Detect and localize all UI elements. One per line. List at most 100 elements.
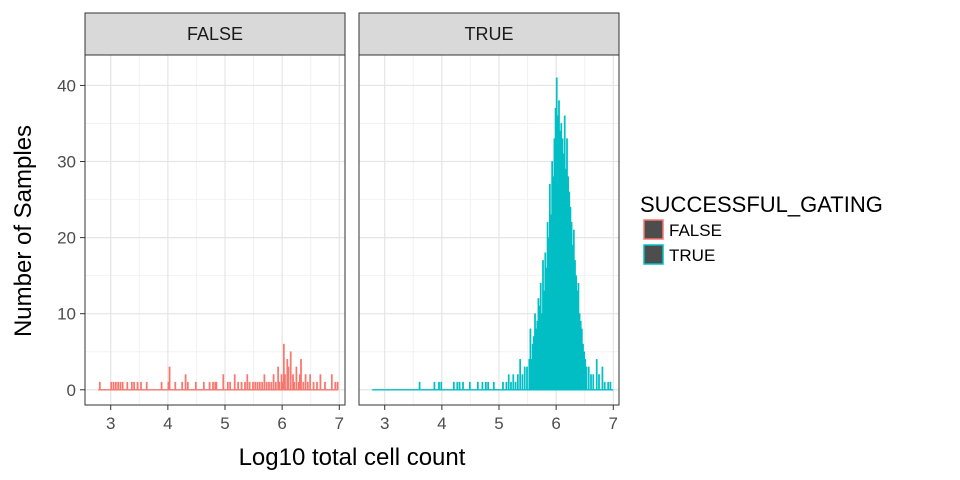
histogram-bar: [514, 381, 517, 391]
histogram-bar: [233, 374, 236, 391]
histogram-bar: [302, 381, 305, 391]
facet-strip: [358, 12, 620, 56]
histogram-bar: [168, 366, 171, 391]
histogram-bar: [309, 374, 312, 391]
histogram-bar: [256, 381, 259, 391]
y-tick-label: 30: [57, 153, 76, 172]
histogram-bar: [456, 381, 459, 391]
histogram-bar: [240, 381, 243, 391]
x-tick-label: 4: [163, 414, 172, 433]
histogram-bar: [304, 374, 307, 391]
histogram-bar: [334, 381, 337, 391]
histogram-bar: [130, 381, 133, 391]
histogram-bar: [186, 381, 189, 391]
histogram-bar: [590, 374, 592, 391]
histogram-bar: [265, 381, 268, 391]
histogram-bar: [121, 381, 124, 391]
histogram-bar: [184, 374, 187, 391]
histogram-bar: [330, 374, 333, 391]
histogram-bar: [319, 374, 322, 391]
x-tick-label: 7: [609, 414, 618, 433]
histogram-bar: [98, 381, 101, 391]
histogram-bar: [293, 381, 296, 391]
histogram-bar: [438, 381, 440, 391]
y-tick-label: 20: [57, 229, 76, 248]
histogram-bar: [603, 381, 606, 391]
histogram-bar: [316, 381, 318, 391]
facet-strip: [84, 12, 346, 56]
histogram-bar: [487, 381, 490, 391]
histogram-bar: [246, 374, 249, 391]
histogram-bar: [510, 381, 512, 391]
y-tick-label: 0: [67, 381, 76, 400]
histogram-bar: [258, 381, 261, 391]
histogram-bar: [160, 381, 163, 391]
histogram-bar: [312, 381, 315, 391]
histogram-bar: [507, 374, 510, 391]
histogram-bar: [324, 381, 326, 391]
histogram-bar: [284, 374, 286, 391]
plot-background: [85, 55, 345, 405]
histogram-bar: [300, 359, 302, 391]
legend-label-true: TRUE: [669, 246, 715, 265]
x-tick-label: 4: [437, 414, 446, 433]
histogram-bar: [136, 381, 139, 391]
histogram-bar: [484, 381, 487, 391]
histogram-bar: [268, 381, 270, 391]
y-tick-label: 10: [57, 305, 76, 324]
histogram-bar: [254, 381, 257, 391]
histogram-bar: [476, 381, 479, 391]
y-tick-label: 40: [57, 76, 76, 95]
histogram-bar: [263, 374, 266, 391]
histogram-bar: [601, 366, 604, 391]
histogram-bar: [261, 381, 264, 391]
x-tick-label: 6: [551, 414, 560, 433]
histogram-bar: [418, 381, 421, 391]
histogram-bar: [295, 366, 298, 391]
histogram-bar: [272, 374, 275, 391]
histogram-bar: [226, 381, 229, 391]
panel-false: FALSE 3 4 5 6 7: [84, 12, 346, 433]
x-tick-label: 5: [220, 414, 229, 433]
histogram-bar: [492, 381, 495, 391]
histogram-bar: [202, 381, 205, 391]
y-axis-title: Number of Samples: [10, 125, 37, 337]
histogram-bar: [609, 381, 612, 391]
facet-strip-label: FALSE: [187, 24, 243, 44]
histogram-bar: [114, 381, 117, 391]
y-axis: 0 10 20 30 40: [57, 76, 85, 400]
histogram-bar: [519, 359, 522, 391]
histogram-bar: [587, 366, 590, 391]
histogram-bar: [521, 374, 524, 391]
panel-true: TRUE 3 4 5 6 7: [358, 12, 620, 433]
histogram-bar: [523, 366, 526, 391]
histogram-bar: [252, 381, 254, 391]
histogram-bar: [598, 374, 600, 391]
histogram-bar: [595, 359, 598, 391]
histogram-bar: [481, 381, 484, 391]
histogram-bar: [440, 381, 443, 391]
facet-strip-label: TRUE: [465, 24, 514, 44]
x-tick-label: 3: [106, 414, 115, 433]
histogram-bar: [277, 366, 280, 391]
histogram-bar: [452, 381, 455, 391]
histogram-bar: [306, 381, 309, 391]
legend-label-false: FALSE: [669, 221, 722, 240]
histogram-bar: [208, 381, 211, 391]
histogram-bar: [119, 381, 122, 391]
legend: SUCCESSFUL_GATING FALSE TRUE: [640, 192, 883, 265]
histogram-bar: [287, 366, 290, 391]
histogram-bar: [336, 381, 339, 391]
histogram-bar: [516, 374, 519, 391]
histogram-bar: [126, 381, 129, 391]
histogram-bar: [194, 381, 197, 391]
histogram-bar: [274, 381, 277, 391]
legend-title: SUCCESSFUL_GATING: [640, 192, 883, 217]
histogram-bar: [222, 374, 225, 391]
histogram-bar: [244, 381, 246, 391]
histogram-bar: [502, 381, 504, 391]
histogram-bar: [278, 381, 281, 391]
histogram-bar: [585, 366, 588, 391]
histogram-bar: [289, 351, 292, 391]
